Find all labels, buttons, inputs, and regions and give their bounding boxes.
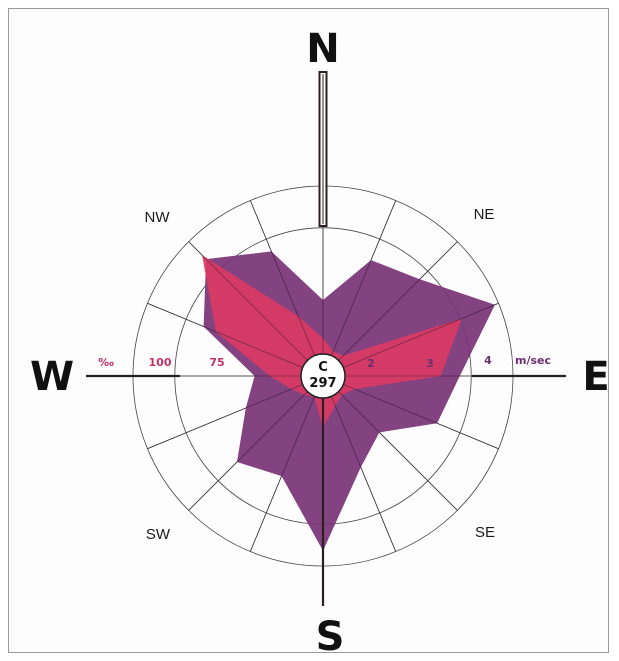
direction-label-se: SE (475, 524, 495, 541)
direction-label-n: N (306, 26, 339, 72)
spoke-overlay-sw (188, 391, 308, 511)
spoke-overlay-ne (338, 241, 458, 361)
spoke-overlay-nnw (250, 200, 315, 356)
main-axes (86, 71, 566, 606)
speed-tick-4: 4 (484, 354, 492, 367)
calm-center: C 297 (300, 353, 346, 399)
labels: N E S W NE SE SW NW ‰ 100 75 2 3 4 m/sec (30, 26, 610, 660)
speed-area (202, 255, 462, 428)
spoke-overlay-ene (343, 303, 499, 368)
speed-tick-3: 3 (426, 357, 434, 370)
spoke-overlay-se (338, 391, 458, 511)
spoke-overlay-sse (331, 396, 396, 552)
spoke-overlay-nne (331, 200, 396, 356)
speed-unit-label: m/sec (515, 354, 551, 367)
calm-value: 297 (309, 376, 336, 391)
calm-label: C (318, 360, 328, 375)
direction-label-nw: NW (145, 209, 171, 226)
spoke-overlay-nw (188, 241, 308, 361)
spoke-overlay-wsw (147, 384, 303, 449)
direction-label-ne: NE (474, 206, 495, 223)
spoke-overlay-wnw (147, 303, 303, 368)
frequency-unit-label: ‰ (98, 356, 114, 369)
spoke-overlay-ssw (250, 396, 315, 552)
calm-circle (300, 353, 346, 399)
spokes-overlay (133, 186, 513, 566)
speed-tick-2: 2 (367, 357, 375, 370)
frequency-tick-100: 100 (149, 356, 172, 369)
direction-label-w: W (30, 354, 74, 400)
frequency-tick-75: 75 (209, 356, 224, 369)
direction-label-sw: SW (146, 526, 171, 543)
direction-label-s: S (316, 614, 345, 660)
spoke-overlay-ese (343, 384, 499, 449)
direction-label-e: E (582, 354, 609, 400)
rose-areas (133, 186, 513, 566)
